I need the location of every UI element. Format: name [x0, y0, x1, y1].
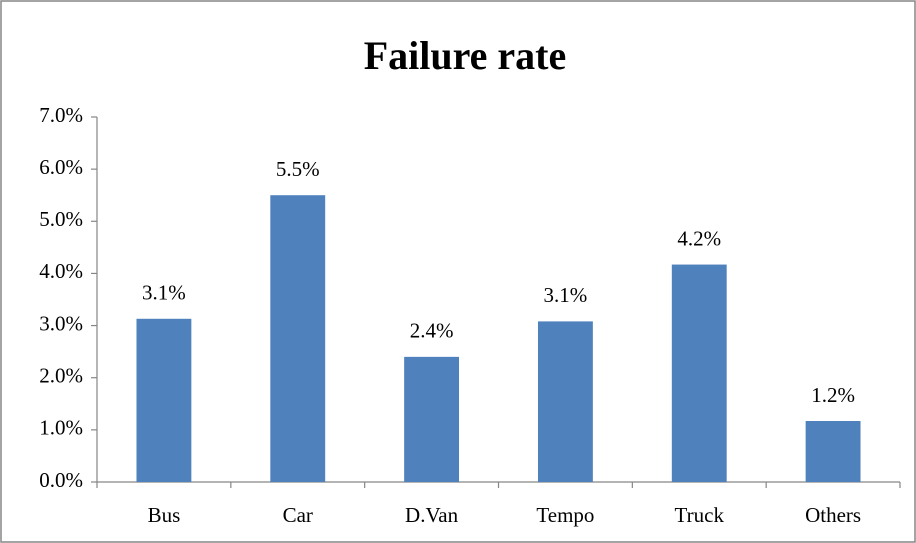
- data-label: 2.4%: [410, 319, 454, 343]
- data-label: 5.5%: [276, 157, 320, 181]
- bar: [136, 318, 192, 482]
- y-tick-label: 4.0%: [39, 259, 83, 283]
- data-label: 3.1%: [544, 283, 588, 307]
- y-tick-label: 0.0%: [39, 468, 83, 492]
- y-tick-label: 3.0%: [39, 311, 83, 335]
- x-tick-label: Bus: [148, 503, 181, 527]
- bar: [671, 264, 727, 482]
- y-tick-label: 2.0%: [39, 364, 83, 388]
- y-tick-label: 1.0%: [39, 416, 83, 440]
- data-label: 1.2%: [811, 383, 855, 407]
- bar: [270, 195, 326, 482]
- bar: [404, 356, 460, 482]
- x-tick-label: Tempo: [536, 503, 594, 527]
- x-tick-label: Car: [283, 503, 313, 527]
- data-label: 4.2%: [677, 226, 721, 250]
- bar: [537, 321, 593, 482]
- y-tick-label: 5.0%: [39, 207, 83, 231]
- chart-title: Failure rate: [364, 33, 567, 78]
- y-tick-label: 6.0%: [39, 155, 83, 179]
- bar: [805, 420, 861, 482]
- y-tick-label: 7.0%: [39, 103, 83, 127]
- x-tick-label: D.Van: [405, 503, 459, 527]
- data-label: 3.1%: [142, 281, 186, 305]
- x-tick-label: Truck: [675, 503, 725, 527]
- x-tick-label: Others: [805, 503, 861, 527]
